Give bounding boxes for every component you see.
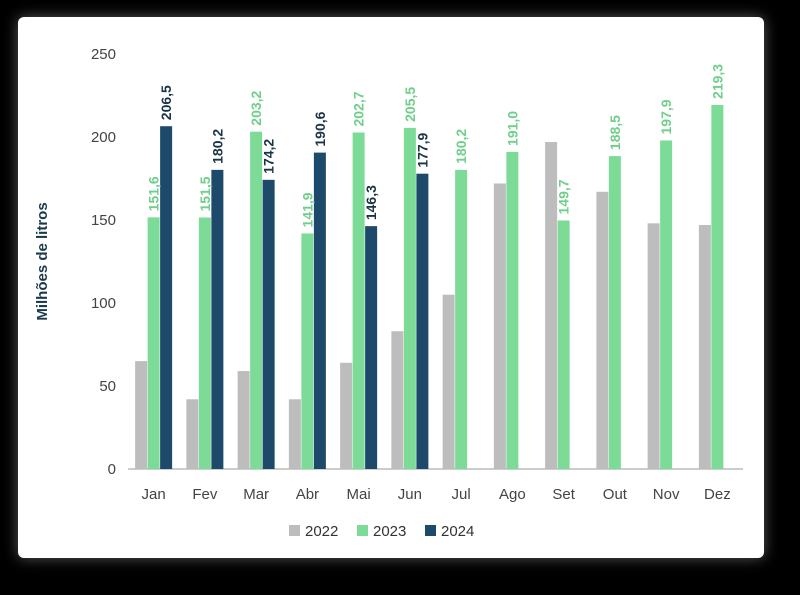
x-tick-label: Abr [296, 486, 319, 503]
bar-2022-jun [391, 331, 404, 469]
bar-2023-ago [506, 151, 519, 469]
bar-2024-abr [313, 152, 326, 469]
x-tick-label: Jan [142, 486, 166, 503]
data-label-2023-abr: 141,9 [299, 192, 315, 227]
y-tick-label: 150 [91, 212, 116, 229]
x-tick-label: Set [552, 486, 575, 503]
legend-label-2024: 2024 [441, 523, 474, 540]
bar-2022-nov [647, 223, 660, 469]
data-label-2023-fev: 151,5 [197, 176, 213, 211]
data-label-2023-ago: 191,0 [504, 111, 520, 146]
y-tick-label: 250 [91, 46, 116, 63]
x-tick-label: Fev [192, 486, 218, 503]
bar-2022-out [596, 191, 609, 469]
data-label-2023-nov: 197,9 [658, 99, 674, 134]
bar-2022-dez [698, 224, 711, 469]
bar-2022-abr [288, 399, 301, 469]
bar-2022-mar [237, 371, 250, 469]
bar-2023-jun [403, 127, 416, 470]
bar-2024-mar [262, 179, 275, 469]
bar-2024-mai [365, 226, 378, 469]
x-tick-label: Nov [653, 486, 680, 503]
bar-2023-out [608, 156, 621, 469]
legend-swatch-2024 [425, 525, 436, 536]
bar-2023-mai [352, 132, 365, 469]
bar-2022-set [545, 141, 558, 469]
y-tick-label: 50 [99, 378, 116, 395]
bar-2023-nov [660, 140, 673, 469]
bar-2024-jan [160, 126, 173, 470]
data-label-2023-jun: 205,5 [402, 87, 418, 122]
bar-2023-fev [198, 217, 211, 469]
data-label-2024-abr: 190,6 [312, 111, 328, 146]
bar-2022-ago [493, 183, 506, 470]
bar-2023-jan [147, 217, 160, 469]
x-tick-label: Mai [347, 486, 371, 503]
data-label-2023-jul: 180,2 [453, 129, 469, 164]
data-label-2023-set: 149,7 [556, 179, 572, 214]
bar-2023-set [557, 220, 570, 469]
y-tick-label: 0 [108, 461, 116, 478]
x-tick-label: Dez [704, 486, 731, 503]
bar-2022-fev [186, 399, 199, 469]
bar-chart: 0 50 100 150 200 250 Milhões de litros Jan Fev Ma… [34, 46, 743, 540]
bar-2023-abr [301, 233, 314, 469]
x-tick-label: Jun [398, 486, 422, 503]
data-label-2024-jan: 206,5 [158, 85, 174, 120]
bar-2022-jul [442, 294, 455, 469]
legend-swatch-2022 [289, 525, 300, 536]
bar-2023-jul [455, 169, 468, 470]
chart-card: 0 50 100 150 200 250 Milhões de litros Jan Fev Ma… [18, 17, 764, 558]
legend-label-2022: 2022 [305, 523, 338, 540]
x-tick-label: Mar [243, 486, 269, 503]
x-tick-label: Jul [452, 486, 471, 503]
y-tick-label: 100 [91, 295, 116, 312]
data-label-2023-mai: 202,7 [351, 91, 367, 126]
bar-2024-fev [211, 169, 224, 470]
data-label-2024-fev: 180,2 [209, 129, 225, 164]
y-tick-label: 200 [91, 129, 116, 146]
legend-swatch-2023 [357, 525, 368, 536]
data-label-2023-mar: 203,2 [248, 90, 264, 125]
bar-2024-jun [416, 173, 429, 469]
legend-label-2023: 2023 [373, 523, 406, 540]
data-label-2024-mar: 174,2 [261, 139, 277, 174]
bar-2022-jan [135, 361, 148, 469]
y-axis-title: Milhões de litros [34, 202, 51, 320]
data-label-2024-mai: 146,3 [363, 185, 379, 220]
bar-2022-mai [340, 362, 353, 469]
bar-2023-dez [711, 104, 724, 469]
data-label-2023-dez: 219,3 [709, 64, 725, 99]
data-label-2024-jun: 177,9 [414, 132, 430, 167]
x-tick-label: Out [603, 486, 628, 503]
x-tick-label: Ago [499, 486, 526, 503]
data-label-2023-out: 188,5 [607, 115, 623, 150]
data-label-2023-jan: 151,6 [146, 176, 162, 211]
bar-2023-mar [250, 131, 263, 470]
